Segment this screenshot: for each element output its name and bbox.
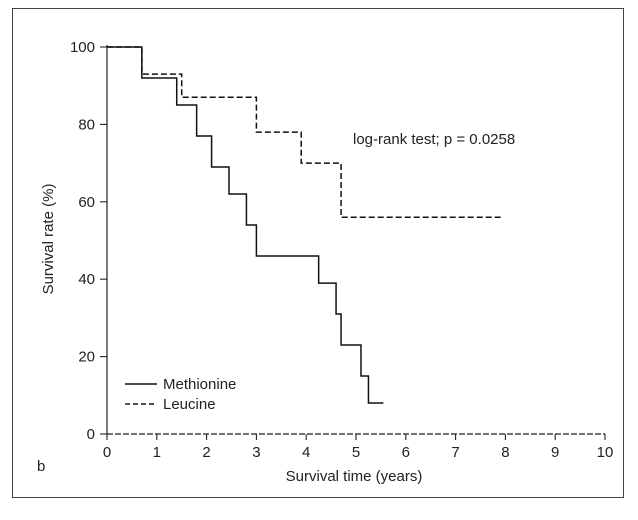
y-tick-label-20: 20 — [78, 349, 95, 366]
y-tick-label-0: 0 — [87, 426, 95, 443]
x-tick-label-9: 9 — [551, 444, 559, 461]
x-axis-title: Survival time (years) — [286, 468, 423, 485]
annotation-logrank: log-rank test; p = 0.0258 — [353, 131, 515, 148]
series-line-methionine — [107, 46, 384, 404]
y-axis-title: Survival rate (%) — [40, 184, 57, 295]
y-tick-label-40: 40 — [78, 271, 95, 288]
panel-label: b — [37, 458, 45, 475]
series-line-leucine — [107, 46, 503, 219]
x-tick-label-8: 8 — [501, 444, 509, 461]
x-tick-label-2: 2 — [202, 444, 210, 461]
series-group — [107, 46, 503, 404]
y-tick-label-100: 100 — [70, 39, 95, 56]
y-tick-label-80: 80 — [78, 116, 95, 133]
x-tick-label-3: 3 — [252, 444, 260, 461]
x-ticks: 0 1 2 3 4 5 6 7 8 9 10 — [103, 434, 614, 461]
x-tick-label-10: 10 — [597, 444, 614, 461]
x-tick-label-4: 4 — [302, 444, 310, 461]
legend-label-methionine: Methionine — [163, 376, 236, 393]
y-tick-label-60: 60 — [78, 194, 95, 211]
x-tick-label-0: 0 — [103, 444, 111, 461]
x-tick-label-5: 5 — [352, 444, 360, 461]
x-tick-label-1: 1 — [153, 444, 161, 461]
km-chart: 0 1 2 3 4 5 6 7 8 9 10 0 20 40 60 80 100 Survival rate … — [37, 39, 614, 485]
figure-frame: 0 1 2 3 4 5 6 7 8 9 10 0 20 40 60 80 100 Survival rate … — [12, 8, 624, 498]
legend: Methionine Leucine — [125, 376, 236, 413]
legend-label-leucine: Leucine — [163, 396, 216, 413]
y-ticks: 0 20 40 60 80 100 — [70, 39, 107, 443]
x-tick-label-6: 6 — [402, 444, 410, 461]
x-tick-label-7: 7 — [451, 444, 459, 461]
